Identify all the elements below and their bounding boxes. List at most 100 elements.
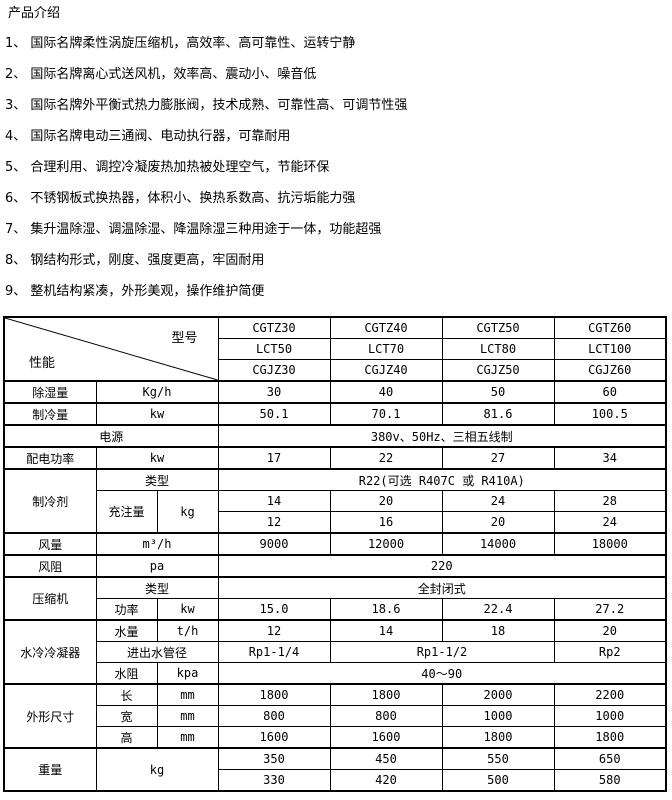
spec-value: 30: [217, 380, 331, 404]
spec-value: 420: [329, 769, 443, 792]
dimensions-height-label: 高: [95, 726, 158, 749]
refrigerant-charge-label: 充注量: [95, 490, 158, 534]
spec-value: 1000: [553, 705, 667, 727]
spec-value: 550: [441, 747, 555, 770]
table-row: 进出水管径 Rp1-1/4 Rp1-1/2 Rp2: [4, 641, 667, 663]
spec-value: 16: [329, 511, 443, 534]
model-cell: CGTZ50: [441, 316, 555, 339]
refrigerant-label: 制冷剂: [3, 468, 97, 534]
spec-value: 17: [217, 446, 331, 470]
spec-value: 1600: [217, 726, 331, 749]
model-cell: LCT70: [329, 338, 443, 360]
spec-value: 18000: [553, 532, 667, 556]
power-dist-label: 配电功率: [3, 446, 97, 470]
page-title: 产品介绍: [8, 6, 61, 21]
feature-item: 1、 国际名牌柔性涡旋压缩机，高效率、高可靠性、运转宁静: [5, 36, 356, 51]
spec-value: 14: [217, 490, 331, 512]
refrigerant-type-value: R22(可选 R407C 或 R410A): [217, 468, 667, 491]
spec-value: 1800: [553, 726, 667, 749]
table-row: 配电功率 kw 17 22 27 34: [3, 446, 667, 470]
spec-value: 800: [217, 705, 331, 727]
spec-value: 15.0: [217, 598, 331, 621]
table-row: 型号 性能 CGTZ30 CGTZ40 CGTZ50 CGTZ60: [3, 316, 667, 382]
spec-value: 24: [441, 490, 555, 512]
spec-value: 100.5: [553, 402, 667, 426]
spec-value: Rp1-1/4: [217, 641, 331, 663]
feature-item: 3、 国际名牌外平衡式热力膨胀阀，技术成熟、可靠性高、可调节性强: [5, 98, 408, 113]
spec-value: 18.6: [329, 598, 443, 621]
model-cell: CGJZ60: [553, 359, 667, 382]
table-row: 充注量 kg 14 20 24 28: [4, 490, 667, 534]
condenser-water-unit: t/h: [156, 619, 219, 642]
spec-value: 27.2: [553, 598, 667, 621]
corner-diagonal-line: [5, 318, 217, 380]
feature-item: 8、 钢结构形式，刚度、强度更高，牢固耐用: [5, 253, 265, 268]
cooling-label: 制冷量: [3, 402, 97, 426]
table-row: 12 16 20 24: [4, 511, 667, 534]
table-row: 电源 380v、50Hz、三相五线制: [3, 424, 667, 448]
spec-value: 20: [441, 511, 555, 534]
spec-value: 1800: [329, 683, 443, 706]
spec-value: 60: [553, 380, 667, 404]
model-cell: CGTZ40: [329, 316, 443, 339]
model-cell: LCT50: [217, 338, 331, 360]
air-resistance-value: 220: [217, 554, 667, 578]
table-row: 外形尺寸 长 mm 1800 1800 2000 2200: [3, 683, 667, 749]
air-resistance-unit: pa: [95, 554, 219, 578]
spec-value: 18: [441, 619, 555, 642]
air-volume-unit: m³/h: [95, 532, 219, 556]
table-row: 制冷剂 类型 R22(可选 R407C 或 R410A): [3, 468, 667, 534]
table-row: 330 420 500 580: [4, 769, 667, 792]
table-row: 高 mm 1600 1600 1800 1800: [4, 726, 667, 749]
spec-value: 12000: [329, 532, 443, 556]
spec-value: 9000: [217, 532, 331, 556]
spec-value: 500: [441, 769, 555, 792]
spec-value: 27: [441, 446, 555, 470]
spec-value: 450: [329, 747, 443, 770]
spec-value: 12: [217, 511, 331, 534]
table-row: 风阻 pa 220: [3, 554, 667, 578]
spec-value: 20: [553, 619, 667, 642]
table-row: CGJZ30 CGJZ40 CGJZ50 CGJZ60: [4, 359, 667, 382]
dimensions-label: 外形尺寸: [3, 683, 97, 749]
model-cell: CGTZ30: [217, 316, 331, 339]
condenser-label: 水冷冷凝器: [3, 619, 97, 685]
spec-value: 1800: [441, 726, 555, 749]
table-row: 压缩机 类型 全封闭式: [3, 576, 667, 621]
refrigerant-type-label: 类型: [95, 468, 219, 491]
spec-value: 350: [217, 747, 331, 770]
compressor-type-value: 全封闭式: [217, 576, 667, 599]
table-row: 风量 m³/h 9000 12000 14000 18000: [3, 532, 667, 556]
spec-value: 34: [553, 446, 667, 470]
spec-value: 22.4: [441, 598, 555, 621]
compressor-power-unit: kw: [156, 598, 219, 621]
feature-item: 5、 合理利用、调控冷凝废热加热被处理空气，节能环保: [5, 160, 330, 175]
air-volume-label: 风量: [3, 532, 97, 556]
dehumidify-unit: Kg/h: [95, 380, 219, 404]
feature-item: 7、 集升温除湿、调温除湿、降温除湿三种用途于一体，功能超强: [5, 222, 382, 237]
table-row: 水阻 kpa 40～90: [4, 662, 667, 685]
spec-value: 1000: [441, 705, 555, 727]
table-row: 宽 mm 800 800 1000 1000: [4, 705, 667, 727]
model-cell: LCT80: [441, 338, 555, 360]
table-row: 功率 kw 15.0 18.6 22.4 27.2: [4, 598, 667, 621]
feature-item: 9、 整机结构紧凑，外形美观，操作维护简便: [5, 284, 265, 299]
air-resistance-label: 风阻: [3, 554, 97, 578]
spec-value: 580: [553, 769, 667, 792]
condenser-water-label: 水量: [95, 619, 158, 642]
compressor-power-label: 功率: [95, 598, 158, 621]
spec-value: 12: [217, 619, 331, 642]
condenser-resist-unit: kpa: [156, 662, 219, 685]
document-page: 产品介绍 1、 国际名牌柔性涡旋压缩机，高效率、高可靠性、运转宁静 2、 国际名…: [0, 7, 672, 792]
dehumidify-label: 除湿量: [3, 380, 97, 404]
dimensions-width-label: 宽: [95, 705, 158, 727]
spec-value: 1600: [329, 726, 443, 749]
dimensions-unit: mm: [156, 705, 219, 727]
corner-model-label: 型号: [171, 331, 198, 346]
feature-item: 6、 不锈钢板式换热器，体积小、换热系数高、抗污垢能力强: [5, 191, 356, 206]
compressor-type-label: 类型: [95, 576, 219, 599]
spec-value: 20: [329, 490, 443, 512]
table-row: 重量 kg 350 450 550 650: [3, 747, 667, 792]
table-row: 水冷冷凝器 水量 t/h 12 14 18 20: [3, 619, 667, 685]
spec-value: 70.1: [329, 402, 443, 426]
